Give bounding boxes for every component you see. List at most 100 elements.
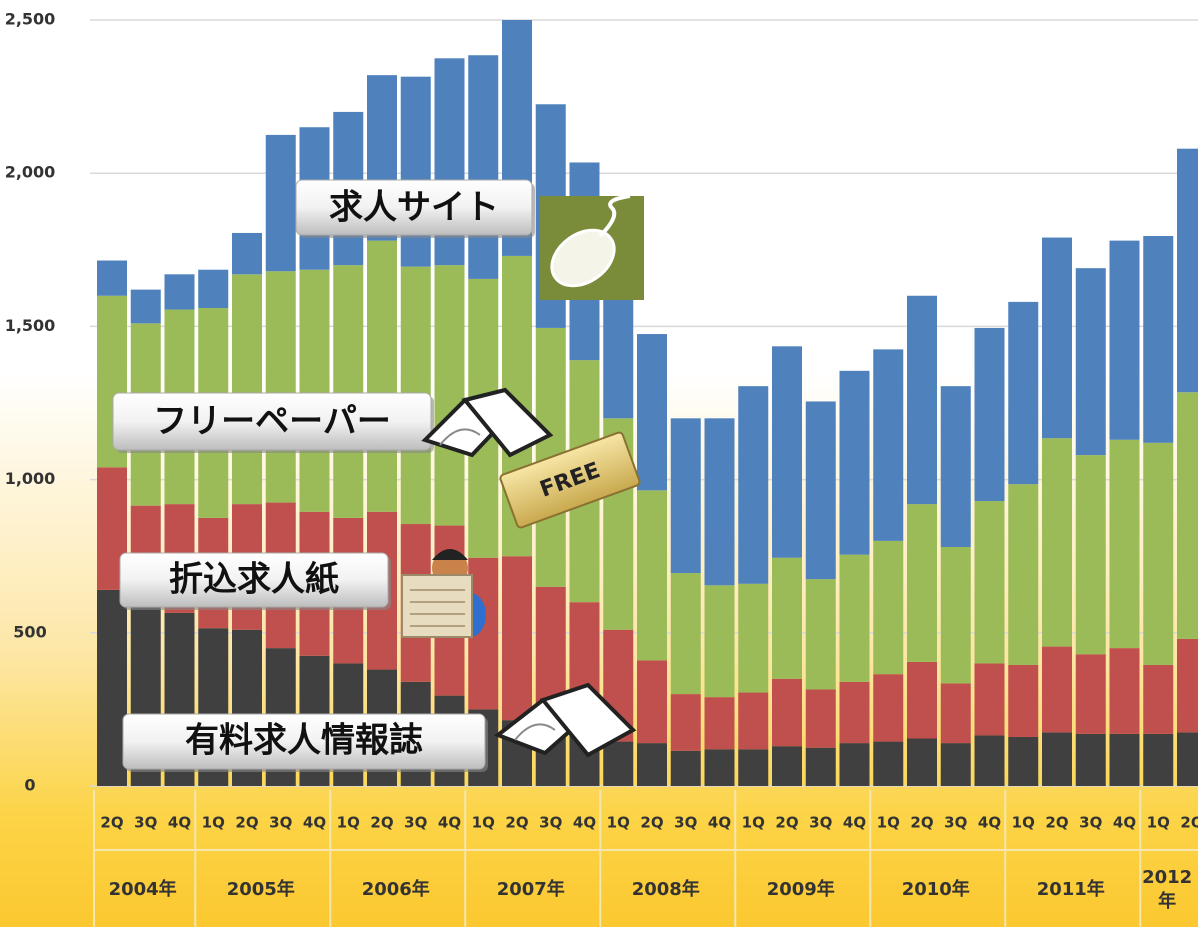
- x-tick-label: 2Q: [235, 814, 258, 832]
- label-button: 有料求人情報誌: [123, 714, 488, 772]
- x-tick-label: 1Q: [472, 814, 495, 832]
- x-tick-label: 2Q: [1180, 814, 1198, 832]
- bar-segment: [97, 261, 127, 296]
- bar-segment: [1110, 734, 1140, 786]
- bar-segment: [705, 585, 735, 697]
- x-tick-label: 3Q: [269, 814, 292, 832]
- chart-svg: 05001,0001,5002,0002,5002Q3Q4Q1Q2Q3Q4Q1Q…: [0, 0, 1198, 927]
- x-tick-label: 3Q: [809, 814, 832, 832]
- bar-segment: [907, 296, 937, 504]
- x-tick-label: 1Q: [1012, 814, 1035, 832]
- bar-segment: [1143, 665, 1173, 734]
- bar-segment: [840, 682, 870, 743]
- series-label: 求人サイト: [329, 188, 499, 228]
- year-label: 2010年: [870, 878, 1001, 902]
- bar-segment: [941, 743, 971, 786]
- bar-segment: [637, 743, 667, 786]
- x-tick-label: 4Q: [303, 814, 326, 832]
- bar-segment: [502, 556, 532, 720]
- bar-segment: [873, 674, 903, 741]
- bar-segment: [603, 296, 633, 419]
- bar-segment: [840, 555, 870, 682]
- series-label: 有料求人情報誌: [185, 721, 423, 761]
- bar-segment: [975, 735, 1005, 786]
- year-label: 2005年: [195, 878, 326, 902]
- bar-segment: [941, 386, 971, 547]
- bar-segment: [738, 749, 768, 786]
- label-button: 折込求人紙: [120, 553, 391, 610]
- x-tick-label: 3Q: [674, 814, 697, 832]
- bar-segment: [873, 742, 903, 786]
- year-label: 2006年: [330, 878, 461, 902]
- series-label: 折込求人紙: [169, 560, 339, 600]
- bar-segment: [975, 663, 1005, 735]
- x-tick-label: 3Q: [134, 814, 157, 832]
- x-tick-label: 1Q: [742, 814, 765, 832]
- bar-segment: [738, 584, 768, 693]
- bar-segment: [198, 270, 228, 308]
- bar-segment: [671, 573, 701, 694]
- bar-segment: [637, 490, 667, 660]
- bar-segment: [941, 547, 971, 683]
- bar-segment: [1177, 392, 1198, 639]
- y-tick-label: 2,000: [5, 163, 56, 182]
- bar-segment: [1042, 732, 1072, 786]
- bar-segment: [806, 748, 836, 786]
- y-tick-label: 1,000: [5, 469, 56, 488]
- bar-segment: [1076, 455, 1106, 654]
- bar-segment: [907, 504, 937, 662]
- label-button: 求人サイト: [296, 180, 535, 238]
- bar-segment: [1143, 236, 1173, 443]
- bar-segment: [705, 418, 735, 585]
- y-tick-label: 0: [24, 776, 35, 795]
- bar-segment: [1110, 440, 1140, 648]
- bar-segment: [266, 271, 296, 502]
- bar-segment: [975, 328, 1005, 501]
- x-tick-label: 2Q: [775, 814, 798, 832]
- series-label: フリーペーパー: [153, 402, 391, 442]
- bar-segment: [232, 233, 262, 274]
- bar-segment: [975, 501, 1005, 663]
- bar-segment: [705, 697, 735, 749]
- bar-segment: [873, 541, 903, 674]
- x-tick-label: 3Q: [539, 814, 562, 832]
- year-label: 2004年: [94, 878, 191, 902]
- bar-segment: [1143, 443, 1173, 665]
- bar-segment: [1008, 484, 1038, 665]
- year-label: 2011年: [1005, 878, 1136, 902]
- bar-segment: [300, 270, 330, 512]
- bar-segment: [1076, 734, 1106, 786]
- y-tick-label: 1,500: [5, 316, 56, 335]
- x-tick-label: 3Q: [404, 814, 427, 832]
- year-label: 2009年: [735, 878, 866, 902]
- bar-segment: [637, 334, 667, 490]
- label-button: フリーペーパー: [113, 393, 434, 453]
- bar-segment: [941, 683, 971, 743]
- bar-segment: [1008, 302, 1038, 484]
- bar-segment: [907, 662, 937, 739]
- bar-segment: [1008, 737, 1038, 786]
- year-label: 2012年: [1140, 866, 1194, 914]
- x-tick-label: 2Q: [370, 814, 393, 832]
- bar-segment: [772, 558, 802, 679]
- bar-segment: [1042, 647, 1072, 733]
- bar-segment: [772, 346, 802, 557]
- bar-segment: [671, 694, 701, 751]
- bar-segment: [1110, 241, 1140, 440]
- x-tick-label: 4Q: [1113, 814, 1136, 832]
- x-tick-label: 4Q: [978, 814, 1001, 832]
- bar-segment: [840, 371, 870, 555]
- bar-segment: [232, 274, 262, 504]
- bar-segment: [738, 386, 768, 584]
- x-tick-label: 2Q: [640, 814, 663, 832]
- bar-segment: [1008, 665, 1038, 737]
- x-tick-label: 1Q: [877, 814, 900, 832]
- bar-segment: [1177, 149, 1198, 393]
- bar-segment: [1042, 238, 1072, 439]
- x-tick-label: 2Q: [505, 814, 528, 832]
- bar-segment: [1076, 268, 1106, 455]
- bar-segment: [266, 135, 296, 271]
- bar-segment: [738, 693, 768, 750]
- bar-segment: [165, 274, 195, 309]
- x-tick-label: 1Q: [337, 814, 360, 832]
